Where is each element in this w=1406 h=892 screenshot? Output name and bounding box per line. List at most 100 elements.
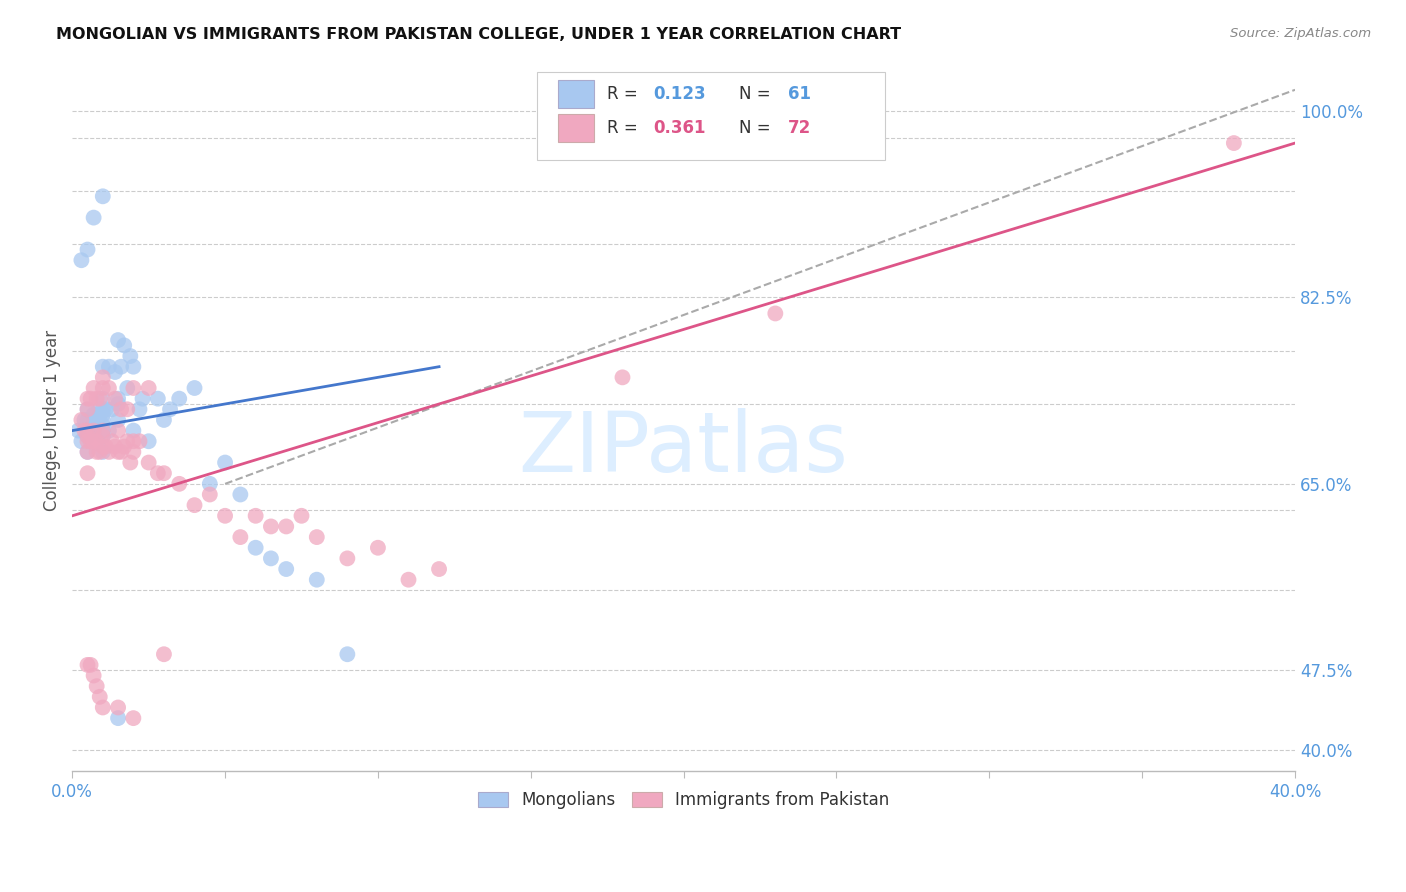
Point [91,189,114,203]
Point [91,440,114,454]
Point [427,562,450,576]
Point [79,434,101,449]
Point [183,381,205,395]
Point [122,434,145,449]
Point [83,381,105,395]
Point [91,424,114,438]
Text: 61: 61 [787,85,811,103]
Point [336,551,359,566]
Point [107,413,129,427]
Point [290,508,312,523]
Point [1223,136,1246,150]
Text: ZIPatlas: ZIPatlas [519,408,849,489]
Point [107,333,129,347]
Point [91,445,114,459]
Point [122,359,145,374]
Point [76,429,98,443]
Point [167,476,190,491]
Point [131,392,153,406]
Point [110,445,132,459]
Point [89,690,111,704]
Point [91,408,114,422]
Text: N =: N = [738,119,776,136]
Point [70,253,93,268]
Point [214,456,236,470]
Point [76,466,98,480]
Point [76,445,98,459]
Point [167,392,190,406]
Point [76,445,98,459]
Point [122,711,145,725]
Y-axis label: College, Under 1 year: College, Under 1 year [44,329,60,510]
Point [107,397,129,411]
Point [97,381,120,395]
Point [612,370,634,384]
Point [76,402,98,417]
Point [76,429,98,443]
Point [367,541,389,555]
Point [122,445,145,459]
Point [117,381,139,395]
Point [70,434,93,449]
Point [86,424,108,438]
FancyBboxPatch shape [537,72,886,160]
Point [89,392,111,406]
Text: 0.361: 0.361 [652,119,706,136]
Point [73,413,96,427]
Point [107,424,129,438]
Point [91,381,114,395]
Point [91,429,114,443]
Point [276,562,298,576]
Point [97,359,120,374]
Point [86,679,108,693]
Point [79,392,101,406]
Point [104,365,127,379]
Point [94,440,117,454]
Text: MONGOLIAN VS IMMIGRANTS FROM PAKISTAN COLLEGE, UNDER 1 YEAR CORRELATION CHART: MONGOLIAN VS IMMIGRANTS FROM PAKISTAN CO… [56,27,901,42]
Point [159,402,181,417]
Point [104,440,127,454]
Point [76,424,98,438]
Point [214,508,236,523]
Point [245,508,267,523]
Point [146,466,169,480]
Point [336,647,359,661]
Point [67,424,90,438]
Point [110,402,132,417]
Point [276,519,298,533]
Point [260,551,283,566]
Point [70,413,93,427]
Point [76,657,98,672]
Point [91,359,114,374]
Point [107,392,129,406]
Point [117,434,139,449]
Point [86,445,108,459]
Point [112,338,135,352]
Text: Source: ZipAtlas.com: Source: ZipAtlas.com [1230,27,1371,40]
Point [229,530,252,544]
Point [86,413,108,427]
Point [245,541,267,555]
Point [91,700,114,714]
Point [117,402,139,417]
Point [89,408,111,422]
Point [122,424,145,438]
Text: 72: 72 [787,119,811,136]
Point [101,402,124,417]
Point [198,476,221,491]
Point [138,381,160,395]
Point [83,668,105,682]
Point [138,456,160,470]
Point [86,434,108,449]
Point [76,413,98,427]
Point [94,402,117,417]
Point [122,381,145,395]
Point [83,211,105,225]
Point [107,445,129,459]
Point [153,466,176,480]
Bar [558,79,595,108]
Point [76,392,98,406]
Point [120,456,142,470]
Point [120,349,142,363]
Point [83,408,105,422]
